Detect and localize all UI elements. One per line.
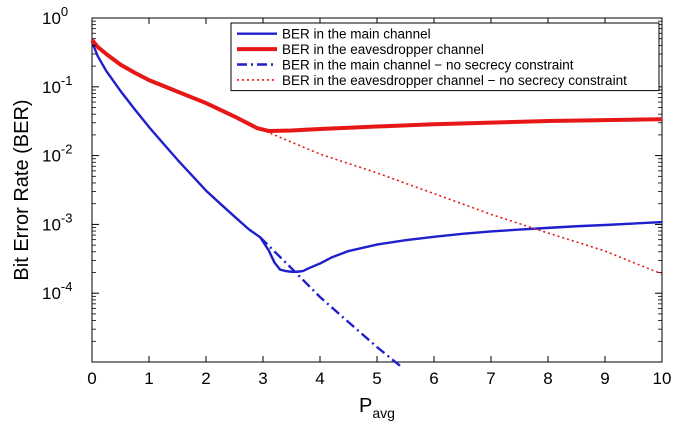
x-tick-label: 3 [258,369,267,388]
x-tick-label: 9 [600,369,609,388]
x-tick-label: 1 [144,369,153,388]
y-tick-label-base: 10 [42,78,61,97]
y-tick-label-base: 10 [42,9,61,28]
y-tick-label-exponent: -1 [61,73,73,88]
y-tick-label: 10-1 [42,73,72,97]
y-tick-label-exponent: -3 [61,210,73,225]
y-tick-label-base: 10 [42,284,61,303]
x-tick-label: 2 [201,369,210,388]
legend-label-2: BER in the eavesdropper channel [282,42,484,57]
y-tick-label-base: 10 [42,215,61,234]
y-axis-title: Bit Error Rate (BER) [11,99,33,280]
x-tick-label: 6 [429,369,438,388]
x-axis-title: Pavg [359,395,395,421]
legend-box [230,22,660,92]
x-axis-title-subscript: avg [372,405,395,421]
y-tick-label-exponent: 0 [61,4,68,19]
y-tick-label-exponent: -2 [61,142,73,157]
x-tick-label: 10 [653,369,672,388]
y-tick-label: 10-2 [42,142,72,166]
x-tick-label: 0 [87,369,96,388]
x-tick-label: 5 [372,369,381,388]
y-tick-label: 10-3 [42,210,72,234]
series-line-2 [90,38,663,133]
y-tick-label: 10-4 [42,279,72,303]
series-layer [90,38,663,369]
y-tick-label: 100 [42,4,68,28]
y-tick-label-base: 10 [42,147,61,166]
x-tick-label: 4 [315,369,324,388]
series-line-3 [259,236,404,369]
y-tick-label-exponent: -4 [61,279,73,294]
x-axis-title-main: P [359,395,372,417]
legend-label-1: BER in the main channel [282,27,431,42]
legend-label-3: BER in the main channel − no secrecy con… [282,58,574,73]
x-tick-label: 7 [486,369,495,388]
x-tick-label: 8 [543,369,552,388]
legend-label-4: BER in the eavesdropper channel − no sec… [282,73,627,88]
series-line-1 [90,41,663,273]
